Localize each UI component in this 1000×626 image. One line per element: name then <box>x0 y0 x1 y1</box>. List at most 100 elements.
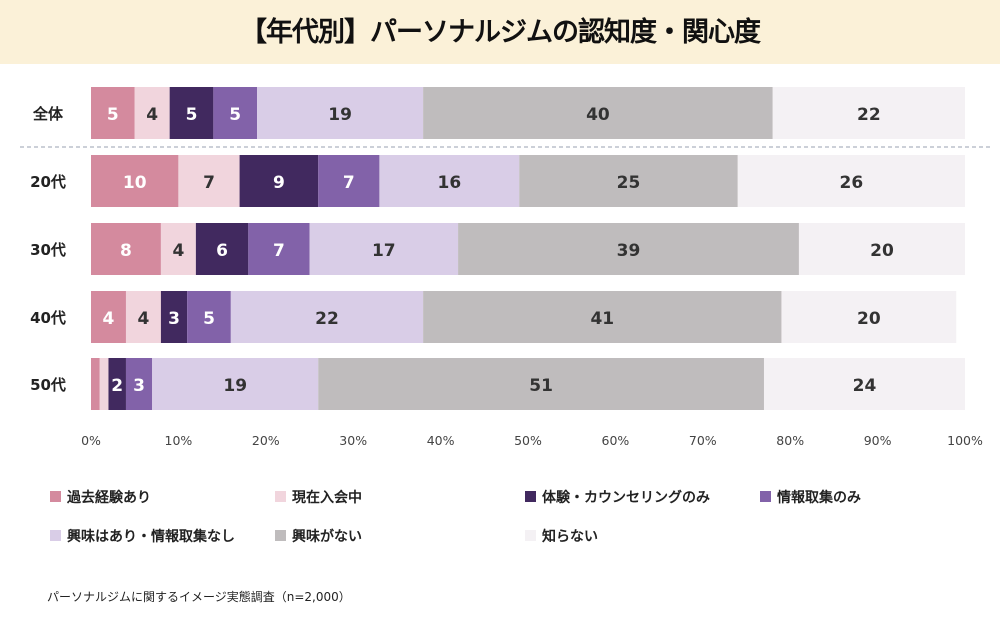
data-label: 4 <box>138 309 150 329</box>
legend-swatch <box>275 491 286 502</box>
bar-segment <box>91 155 179 207</box>
bar-segment <box>423 291 782 343</box>
category-label: 40代 <box>30 309 66 327</box>
footnote: パーソナルジムに関するイメージ実態調査（n=2,000） <box>47 590 351 604</box>
legend-swatch <box>525 491 536 502</box>
legend-swatch <box>275 530 286 541</box>
legend-label: 過去経験あり <box>66 489 151 506</box>
data-label: 6 <box>216 241 228 261</box>
data-label: 7 <box>273 241 285 261</box>
bar-segment <box>772 87 965 139</box>
x-tick-label: 90% <box>864 433 892 448</box>
x-tick-label: 30% <box>339 433 367 448</box>
bar-segment <box>763 358 965 410</box>
bar-segment <box>91 87 135 139</box>
bar-segment <box>458 223 799 275</box>
bar-segment <box>379 155 520 207</box>
category-label: 20代 <box>30 173 66 191</box>
data-label: 22 <box>857 105 881 125</box>
x-tick-label: 40% <box>427 433 455 448</box>
data-label: 40 <box>586 105 610 125</box>
data-label: 19 <box>223 376 247 396</box>
data-label: 3 <box>133 376 145 396</box>
bar-segment <box>195 223 249 275</box>
bar-segment <box>781 291 957 343</box>
x-tick-label: 0% <box>81 433 101 448</box>
bar-segment <box>309 223 459 275</box>
data-label: 20 <box>857 309 881 329</box>
bar-segment <box>169 87 214 139</box>
bar-segment <box>239 155 319 207</box>
bar-segment <box>248 223 310 275</box>
data-label: 8 <box>120 241 132 261</box>
data-label: 4 <box>172 241 184 261</box>
bar-segment <box>318 358 764 410</box>
bar-segment <box>737 155 965 207</box>
data-label: 51 <box>529 376 553 396</box>
legend-label: 体験・カウンセリングのみ <box>542 489 710 506</box>
legend-swatch <box>760 491 771 502</box>
data-label: 9 <box>273 173 285 193</box>
legend-label: 現在入会中 <box>292 489 362 506</box>
x-tick-label: 60% <box>602 433 630 448</box>
bar-segment <box>99 358 109 410</box>
legend-label: 興味がない <box>292 528 362 545</box>
x-tick-label: 50% <box>514 433 542 448</box>
bar-segment <box>152 358 319 410</box>
x-tick-label: 20% <box>252 433 280 448</box>
data-label: 4 <box>146 105 158 125</box>
bar-segment <box>230 291 424 343</box>
bar-segment <box>423 87 773 139</box>
data-label: 20 <box>870 241 894 261</box>
data-label: 10 <box>123 173 147 193</box>
bar-segment <box>798 223 965 275</box>
data-label: 2 <box>111 376 123 396</box>
bar-segment <box>160 291 188 343</box>
bar-segment <box>125 291 161 343</box>
legend-label: 興味はあり・情報取集なし <box>67 528 235 545</box>
legend-label: 情報取集のみ <box>777 489 861 506</box>
category-label: 50代 <box>30 376 66 394</box>
x-tick-label: 100% <box>947 433 983 448</box>
bar-segment <box>318 155 380 207</box>
bar-segment <box>519 155 738 207</box>
bar-segment <box>91 291 126 343</box>
bar-segment <box>213 87 258 139</box>
legend-swatch <box>50 491 61 502</box>
data-label: 5 <box>203 309 215 329</box>
data-label: 26 <box>840 173 864 193</box>
data-label: 22 <box>315 309 339 329</box>
data-label: 19 <box>328 105 352 125</box>
bar-segment <box>257 87 424 139</box>
data-label: 5 <box>107 105 119 125</box>
bar-segment <box>125 358 153 410</box>
bar-segment <box>134 87 170 139</box>
data-label: 5 <box>186 105 198 125</box>
data-label: 7 <box>343 173 355 193</box>
data-label: 24 <box>853 376 877 396</box>
data-label: 7 <box>203 173 215 193</box>
data-label: 25 <box>617 173 641 193</box>
x-tick-label: 10% <box>165 433 193 448</box>
data-label: 41 <box>590 309 614 329</box>
bar-segment <box>178 155 240 207</box>
category-label: 全体 <box>32 105 64 123</box>
legend-swatch <box>525 530 536 541</box>
bar-segment <box>91 358 100 410</box>
bar-segment <box>108 358 126 410</box>
bar-segment <box>91 223 161 275</box>
x-tick-label: 80% <box>776 433 804 448</box>
chart-title: 【年代別】パーソナルジムの認知度・関心度 <box>0 0 1000 64</box>
data-label: 4 <box>103 309 115 329</box>
bar-segment <box>187 291 231 343</box>
data-label: 5 <box>229 105 241 125</box>
data-label: 3 <box>168 309 180 329</box>
data-label: 17 <box>372 241 396 261</box>
bar-segment <box>160 223 196 275</box>
data-label: 16 <box>438 173 462 193</box>
x-tick-label: 70% <box>689 433 717 448</box>
legend-swatch <box>50 530 61 541</box>
data-label: 39 <box>617 241 641 261</box>
legend-label: 知らない <box>542 528 598 545</box>
